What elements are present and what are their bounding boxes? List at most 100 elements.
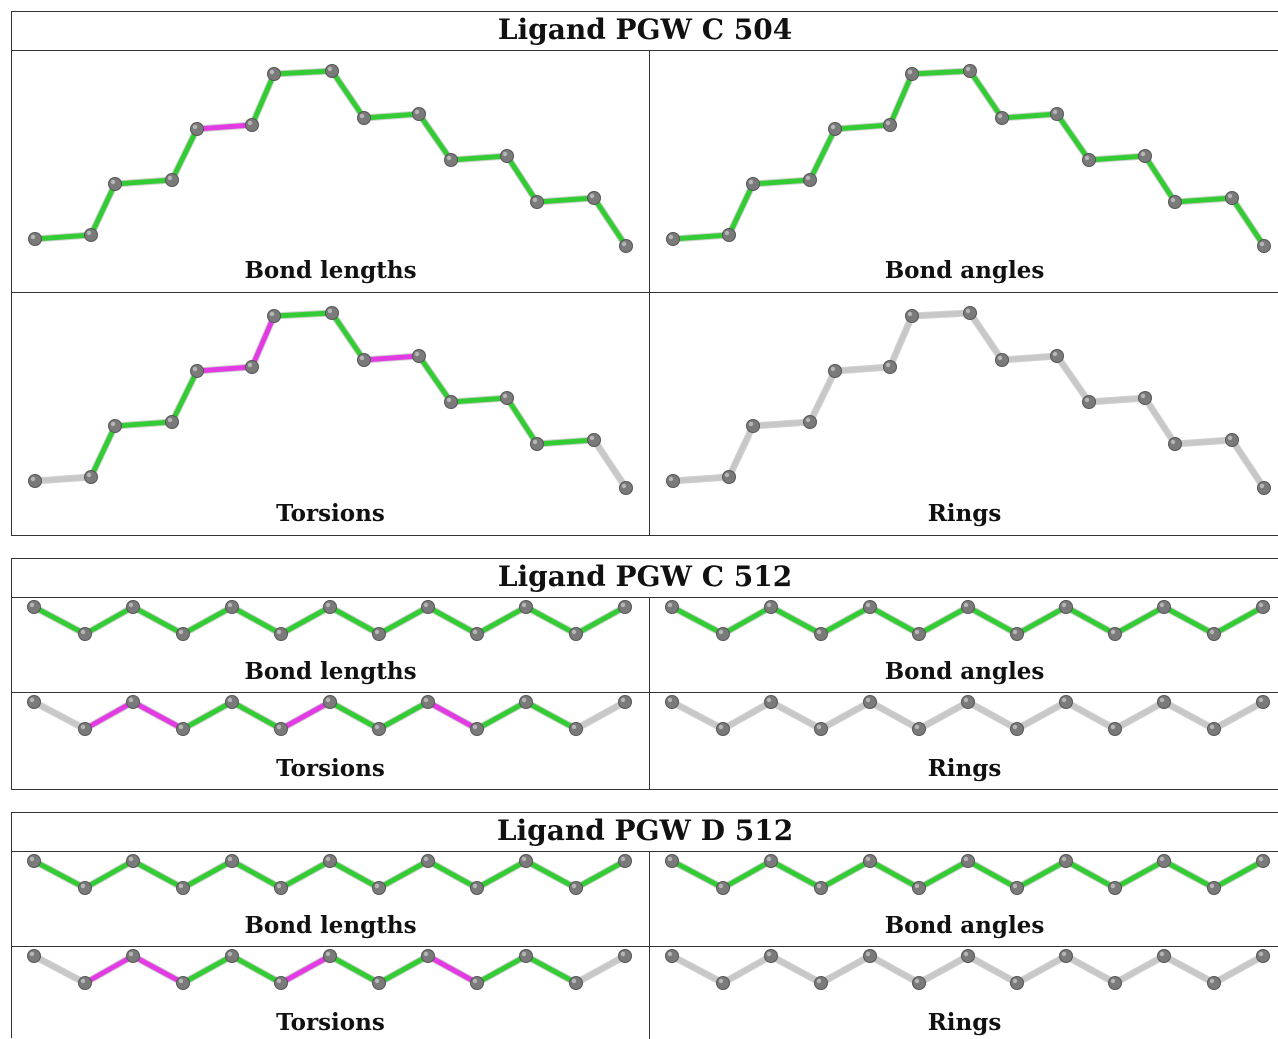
panel-label: Bond angles [884, 912, 1045, 939]
bond-ok [1112, 604, 1167, 637]
bond-ok [271, 310, 335, 319]
atom [1108, 722, 1122, 736]
atom [961, 695, 975, 709]
bond-ok [229, 604, 284, 637]
panel-rings: Rings [650, 293, 1278, 536]
atom-highlight [620, 697, 626, 703]
atom [1010, 881, 1024, 895]
atom [1138, 391, 1152, 405]
bond-ok [112, 419, 175, 429]
panel-label: Rings [927, 755, 1002, 782]
divider [12, 597, 1278, 598]
atom [165, 415, 179, 429]
atom-highlight [718, 724, 724, 730]
atom-highlight [1209, 724, 1215, 730]
atom-highlight [667, 697, 673, 703]
atom [716, 627, 730, 641]
atom [963, 64, 977, 78]
atom [126, 600, 140, 614]
bond-ok [916, 604, 971, 637]
atom [519, 854, 533, 868]
atom [1010, 722, 1024, 736]
bond-ok [1142, 153, 1178, 205]
atom-highlight [1259, 483, 1265, 489]
atom [1082, 395, 1096, 409]
atom [828, 122, 842, 136]
atom [912, 722, 926, 736]
atom [814, 627, 828, 641]
bond-outlier [82, 953, 136, 986]
bond-unassessed [573, 699, 628, 732]
atom-highlight [374, 978, 380, 984]
bond-unassessed [669, 699, 726, 732]
bond-ok [112, 177, 175, 187]
atom [274, 881, 288, 895]
bond-unassessed [31, 953, 88, 986]
atom-highlight [805, 175, 811, 181]
divider [12, 851, 1278, 852]
atom-highlight [446, 397, 452, 403]
panel-torsions: Torsions [12, 947, 649, 1039]
atom-highlight [521, 856, 527, 862]
bond-unassessed [1063, 953, 1118, 986]
panel-label: Bond lengths [244, 658, 417, 685]
atom-highlight [192, 124, 198, 130]
atom-highlight [1159, 951, 1165, 957]
atom [569, 627, 583, 641]
bond-ok [229, 858, 284, 891]
atom [1010, 627, 1024, 641]
bond-unassessed [1112, 699, 1167, 732]
bond-ok [327, 699, 382, 732]
atom-highlight [128, 951, 134, 957]
atom-highlight [963, 697, 969, 703]
atom [569, 722, 583, 736]
bond-outlier [82, 699, 136, 732]
atom [1059, 854, 1073, 868]
divider [649, 851, 650, 1039]
atom [665, 600, 679, 614]
atom [995, 353, 1009, 367]
atom-highlight [247, 120, 253, 126]
atom-highlight [816, 724, 822, 730]
atom-highlight [724, 230, 730, 236]
atom-highlight [748, 179, 754, 185]
atom [28, 232, 42, 246]
atom [274, 627, 288, 641]
bond-unassessed [818, 699, 873, 732]
molecule-diagram [27, 600, 632, 641]
atom-highlight [276, 629, 282, 635]
atom-highlight [532, 197, 538, 203]
bond-unassessed [1211, 699, 1266, 732]
atom [412, 349, 426, 363]
atom [587, 433, 601, 447]
atom [28, 474, 42, 488]
atom [665, 854, 679, 868]
panel-bond-lengths: Bond lengths [12, 51, 649, 292]
atom-highlight [667, 951, 673, 957]
atom [764, 600, 778, 614]
atom [569, 976, 583, 990]
atom [863, 854, 877, 868]
atom [814, 976, 828, 990]
bond-unassessed [1086, 395, 1148, 405]
bond-ok [965, 858, 1020, 891]
atom [1082, 153, 1096, 167]
atom [412, 107, 426, 121]
bond-ok [1086, 153, 1148, 163]
bond-ok [818, 858, 873, 891]
atom-highlight [1084, 397, 1090, 403]
atom [325, 306, 339, 320]
bond-ok [416, 353, 454, 405]
atom-highlight [1259, 241, 1265, 247]
atom [961, 600, 975, 614]
atom-highlight [128, 602, 134, 608]
bond-ok [169, 126, 200, 183]
atom [618, 949, 632, 963]
bond-unassessed [670, 474, 732, 484]
bond-unassessed [1229, 437, 1267, 491]
atom [1168, 195, 1182, 209]
bond-ok [448, 153, 510, 163]
bond-unassessed [720, 699, 774, 732]
bond-ok [720, 604, 774, 637]
bond-ok [967, 68, 1005, 121]
